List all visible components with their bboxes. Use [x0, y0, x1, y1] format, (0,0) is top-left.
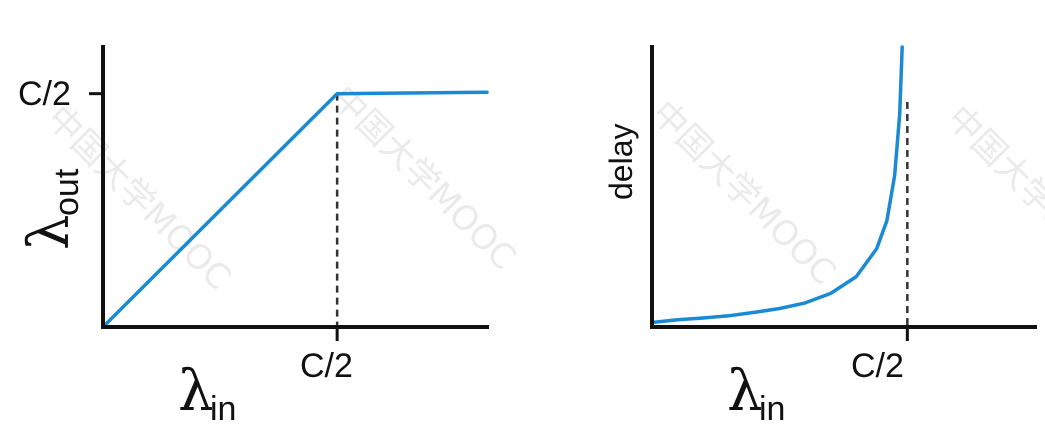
- watermark-text: 中国大学MOOC: [939, 98, 1045, 298]
- watermark-text: 中国大学MOOC: [644, 93, 844, 293]
- throughput-chart: C/2 C/2 λ out λ in: [17, 45, 489, 427]
- left-series-line: [101, 90, 489, 329]
- right-y-axis-label: delay: [603, 124, 639, 201]
- right-x-axis-label: λ in: [727, 359, 785, 427]
- delay-chart: C/2 delay λ in: [603, 45, 1037, 427]
- left-x-subscript: in: [210, 390, 236, 427]
- left-y-subscript: out: [48, 168, 86, 216]
- right-x-subscript: in: [759, 390, 785, 427]
- left-y-tick-label: C/2: [18, 75, 71, 113]
- right-series-curve: [650, 45, 904, 325]
- left-x-tick-label: C/2: [300, 347, 353, 385]
- left-x-axis-label: λ in: [178, 359, 236, 427]
- right-x-symbol: λ: [727, 359, 763, 424]
- left-y-symbol: λ: [17, 215, 82, 251]
- left-x-symbol: λ: [178, 359, 214, 424]
- right-x-tick-label: C/2: [851, 347, 904, 385]
- watermark-text: 中国大学MOOC: [324, 78, 524, 278]
- left-y-axis-label: λ out: [17, 168, 86, 250]
